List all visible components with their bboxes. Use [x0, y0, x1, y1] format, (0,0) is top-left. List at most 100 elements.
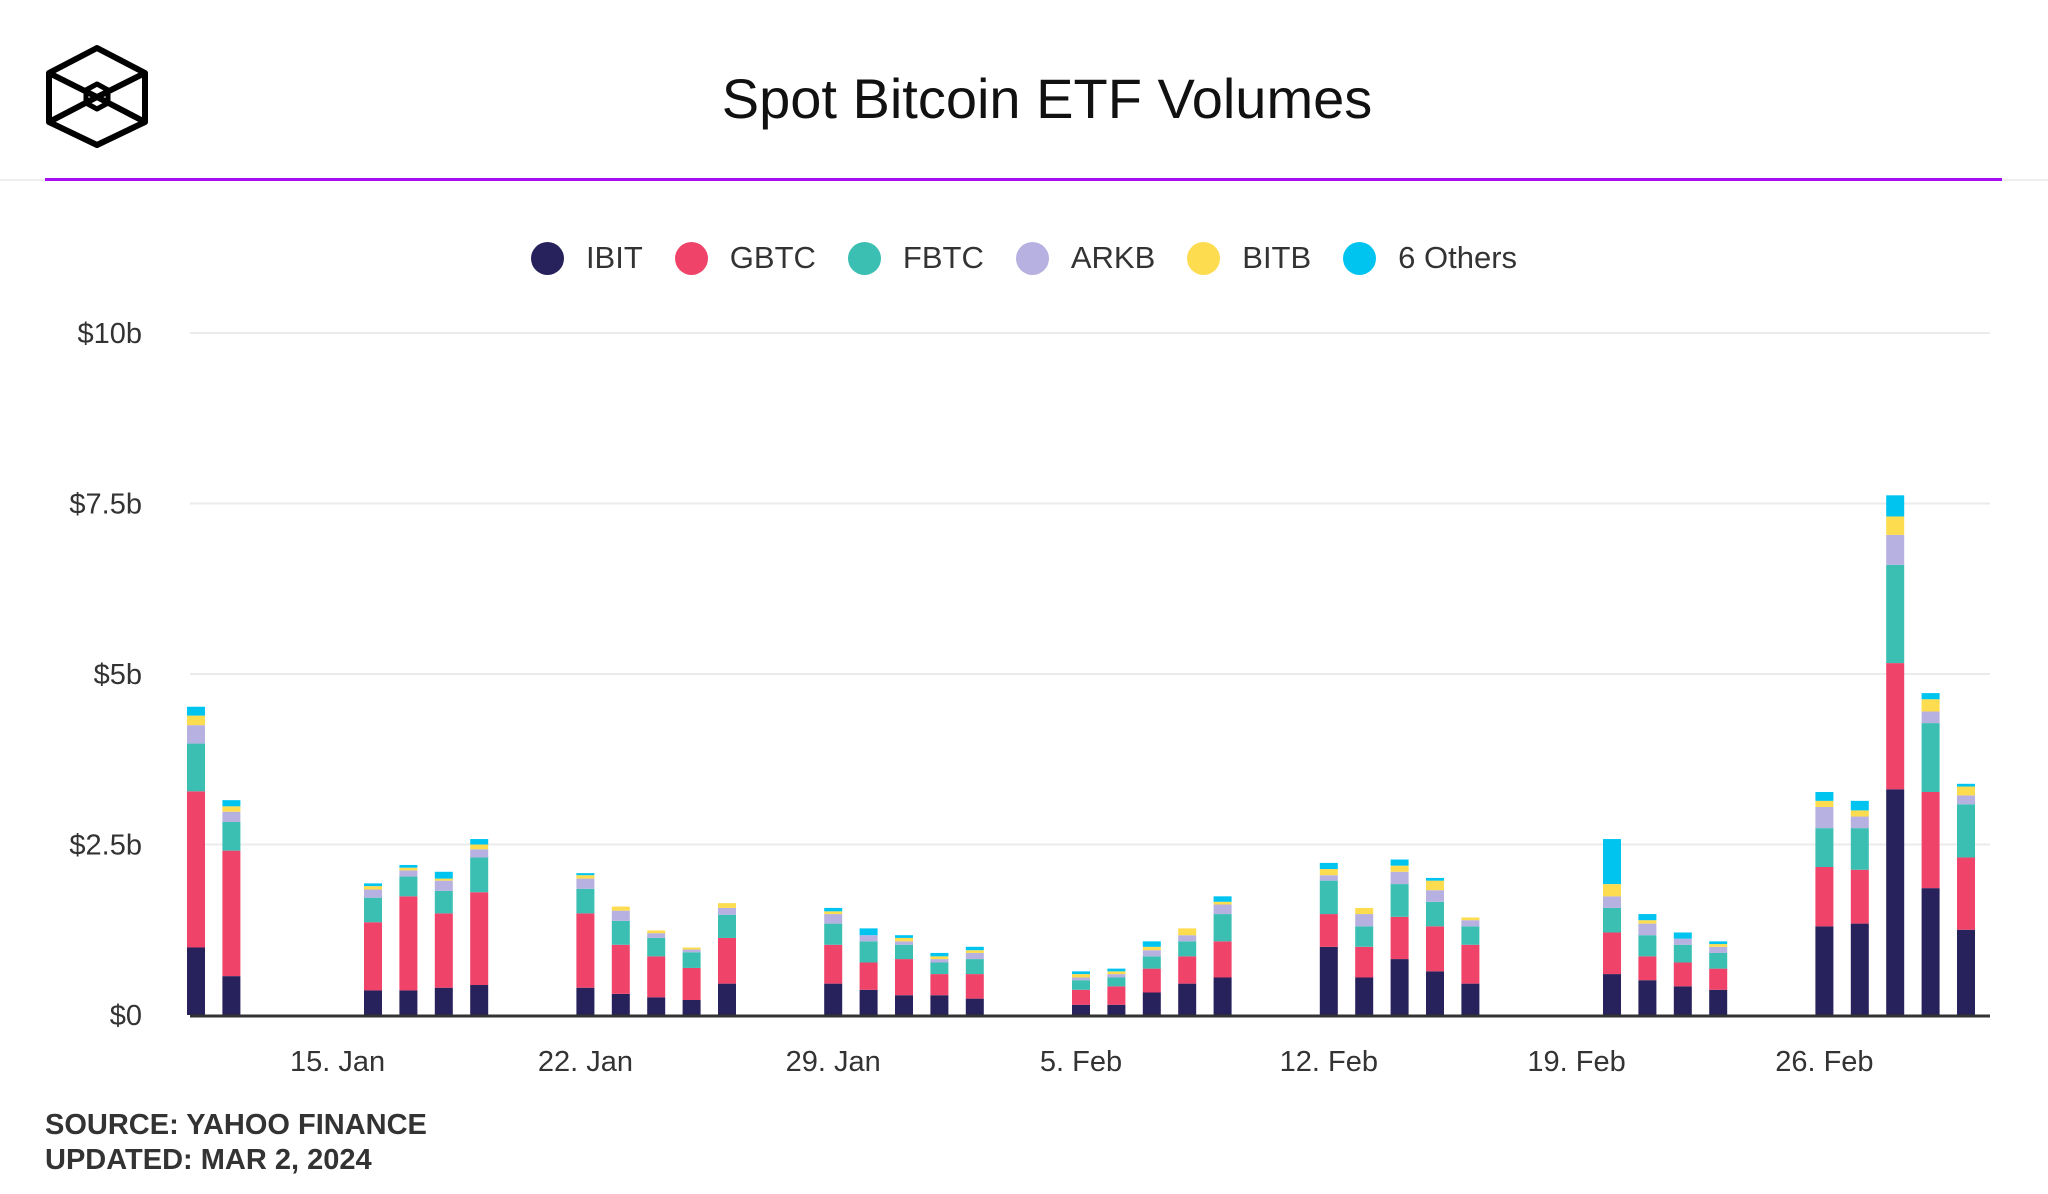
x-tick-label: 26. Feb [1775, 1046, 1873, 1078]
bar-segment-arkb [718, 907, 736, 915]
bar-segment-ibit [187, 947, 205, 1015]
bar-segment-ibit [1461, 983, 1480, 1015]
bar-segment-6-others [1957, 783, 1975, 787]
bar-segment-6-others [1390, 859, 1409, 866]
bar-segment-gbtc [824, 944, 843, 984]
bar-segment-fbtc [824, 923, 843, 945]
legend-item-bitb[interactable]: BITB [1187, 240, 1311, 276]
bar-segment-gbtc [576, 913, 595, 988]
bar-segment-fbtc [1886, 564, 1905, 664]
bar-segment-fbtc [399, 876, 418, 897]
bar-segment-arkb [222, 811, 241, 822]
bar-segment-bitb [1603, 884, 1621, 897]
bar-segment-fbtc [1213, 914, 1232, 942]
x-tick-label: 22. Jan [538, 1046, 633, 1078]
bar-segment-ibit [1319, 946, 1338, 1015]
bar-segment-arkb [611, 910, 630, 921]
legend-swatch [1343, 241, 1377, 275]
bar-segment-arkb [1638, 923, 1657, 936]
bar-segment-fbtc [1638, 935, 1657, 957]
bar-segment-6-others [1886, 495, 1905, 517]
bar-segment-arkb [364, 889, 382, 898]
bar-segment-bitb [895, 937, 913, 942]
bar-segment-ibit [1673, 986, 1692, 1015]
bar-segment-fbtc [647, 937, 666, 957]
bar-segment-gbtc [718, 937, 736, 984]
legend-swatch [674, 241, 708, 275]
legend-item-6-others[interactable]: 6 Others [1343, 240, 1517, 276]
bar-segment-6-others [1709, 941, 1728, 945]
bar-segment-arkb [1355, 914, 1374, 927]
bar-segment-arkb [824, 914, 843, 924]
legend-label: ARKB [1070, 240, 1156, 275]
y-tick-label: $10b [77, 318, 142, 350]
bar-segment-gbtc [1709, 968, 1728, 990]
bar-segment-gbtc [859, 962, 878, 990]
y-tick-label: $0 [110, 1000, 142, 1032]
bar-segment-ibit [1107, 1004, 1126, 1015]
bar-segment-fbtc [1709, 952, 1728, 969]
bar-segment-ibit [859, 989, 878, 1015]
bar-segment-bitb [1426, 880, 1444, 891]
bar-segment-bitb [682, 947, 701, 950]
bar-segment-fbtc [859, 941, 878, 963]
legend-label: GBTC [729, 240, 816, 275]
bar-segment-arkb [576, 878, 595, 889]
bar-segment-bitb [434, 878, 453, 881]
bar-segment-arkb [682, 949, 701, 953]
bar-segment-6-others [1638, 914, 1657, 921]
bar-segment-gbtc [682, 967, 701, 1000]
bar-segment-6-others [1142, 941, 1161, 947]
bar-segment-ibit [222, 976, 241, 1015]
bar-segment-ibit [1178, 983, 1197, 1015]
bar-segment-6-others [1107, 968, 1126, 972]
bar-segment-gbtc [1426, 926, 1444, 972]
legend-item-ibit[interactable]: IBIT [530, 240, 643, 276]
bar-segment-fbtc [222, 821, 241, 851]
bar-segment-bitb [1355, 907, 1374, 915]
legend-label: FBTC [902, 240, 984, 275]
bar-segment-ibit [1850, 923, 1869, 1015]
bar-segment-ibit [1709, 989, 1728, 1015]
bar-segment-arkb [399, 870, 418, 877]
bar-segment-bitb [1390, 865, 1409, 872]
bar-segment-6-others [1603, 839, 1621, 885]
bar-segment-6-others [1673, 932, 1692, 939]
bar-segment-fbtc [1426, 901, 1444, 927]
bar-segment-6-others [1815, 791, 1834, 801]
bar-segment-ibit [1815, 926, 1834, 1015]
source-text: SOURCE: YAHOO FINANCE [45, 1109, 427, 1141]
bar-segment-gbtc [1142, 968, 1161, 993]
bar-segment-fbtc [187, 743, 205, 792]
bar-segment-ibit [611, 993, 630, 1015]
bar-segment-gbtc [1850, 869, 1869, 924]
bar-segment-ibit [576, 987, 595, 1015]
bar-segment-ibit [1390, 959, 1409, 1015]
bar-segment-6-others [187, 706, 205, 716]
bar-segment-bitb [1638, 920, 1657, 924]
bar-segment-ibit [470, 984, 489, 1015]
x-tick-label: 19. Feb [1527, 1046, 1625, 1078]
legend-label: IBIT [585, 240, 643, 275]
bar-segment-gbtc [895, 959, 913, 996]
bar-segment-6-others [930, 952, 949, 957]
bar-segment-ibit [1603, 974, 1621, 1015]
bar-segment-bitb [965, 950, 984, 953]
bar-segment-gbtc [187, 791, 205, 948]
bar-segment-ibit [434, 987, 453, 1015]
legend-item-arkb[interactable]: ARKB [1015, 240, 1156, 276]
y-tick-label: $2.5b [69, 830, 142, 862]
bar-segment-6-others [965, 946, 984, 951]
bar-segment-fbtc [1957, 804, 1975, 858]
legend-item-fbtc[interactable]: FBTC [847, 240, 984, 276]
bar-segment-gbtc [1886, 663, 1905, 790]
bar-segment-bitb [576, 875, 595, 879]
legend-swatch [530, 241, 564, 275]
bar-segment-fbtc [611, 920, 630, 945]
bar-segment-ibit [1072, 1004, 1090, 1015]
legend-item-gbtc[interactable]: GBTC [674, 240, 816, 276]
bar-segment-arkb [1957, 795, 1975, 805]
bar-segment-bitb [1107, 971, 1126, 975]
updated-text: UPDATED: MAR 2, 2024 [45, 1144, 372, 1176]
bar-segment-fbtc [576, 888, 595, 914]
